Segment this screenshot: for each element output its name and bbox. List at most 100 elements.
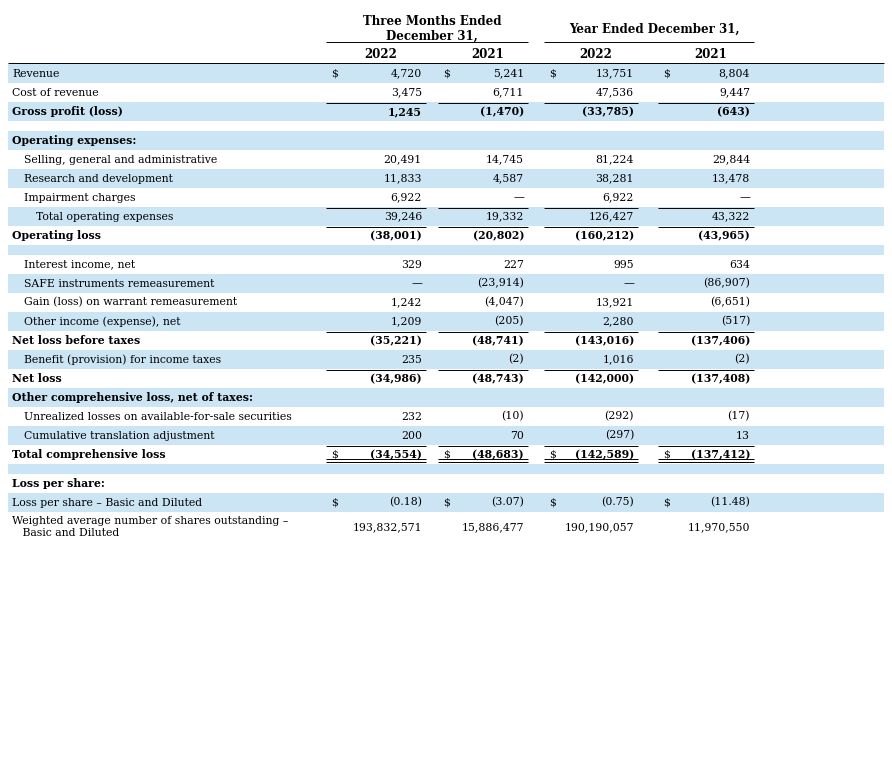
- Text: Net loss: Net loss: [12, 373, 62, 384]
- Text: (33,785): (33,785): [582, 106, 634, 117]
- Text: —: —: [624, 278, 634, 289]
- Bar: [8, 512, 884, 542]
- Text: (137,408): (137,408): [690, 373, 750, 384]
- Text: $: $: [549, 68, 556, 78]
- Text: Research and development: Research and development: [24, 173, 173, 183]
- Text: —: —: [513, 193, 524, 202]
- Text: Interest income, net: Interest income, net: [24, 260, 135, 270]
- Bar: [8, 369, 884, 388]
- Text: (48,683): (48,683): [473, 449, 524, 460]
- Text: 11,970,550: 11,970,550: [688, 522, 750, 532]
- Text: $: $: [443, 68, 450, 78]
- Text: 190,190,057: 190,190,057: [565, 522, 634, 532]
- Text: (20,802): (20,802): [473, 230, 524, 241]
- Text: (142,589): (142,589): [574, 449, 634, 460]
- Bar: [8, 464, 884, 474]
- Bar: [8, 188, 884, 207]
- Text: 81,224: 81,224: [596, 154, 634, 165]
- Text: 9,447: 9,447: [719, 88, 750, 97]
- Text: 38,281: 38,281: [596, 173, 634, 183]
- Text: 11,833: 11,833: [384, 173, 422, 183]
- Text: $: $: [663, 498, 670, 507]
- Text: (35,221): (35,221): [370, 335, 422, 346]
- Text: 8,804: 8,804: [719, 68, 750, 78]
- Text: Other income (expense), net: Other income (expense), net: [24, 316, 180, 327]
- Text: 200: 200: [401, 430, 422, 441]
- Text: 235: 235: [401, 354, 422, 365]
- Text: (2): (2): [734, 354, 750, 365]
- Text: Cost of revenue: Cost of revenue: [12, 88, 99, 97]
- Text: Operating expenses:: Operating expenses:: [12, 135, 136, 146]
- Text: (43,965): (43,965): [698, 230, 750, 241]
- Text: 634: 634: [729, 260, 750, 270]
- Text: (2): (2): [508, 354, 524, 365]
- Bar: [8, 474, 884, 493]
- Text: (10): (10): [501, 412, 524, 422]
- Text: Net loss before taxes: Net loss before taxes: [12, 335, 140, 346]
- Text: Unrealized losses on available-for-sale securities: Unrealized losses on available-for-sale …: [24, 412, 292, 422]
- Text: Gain (loss) on warrant remeasurement: Gain (loss) on warrant remeasurement: [24, 297, 237, 307]
- Text: $: $: [443, 498, 450, 507]
- Text: (137,412): (137,412): [690, 449, 750, 460]
- Text: 1,016: 1,016: [602, 354, 634, 365]
- Text: 2022: 2022: [580, 48, 613, 60]
- Bar: [8, 245, 884, 255]
- Text: $: $: [549, 449, 556, 459]
- Text: Year Ended December 31,: Year Ended December 31,: [569, 23, 739, 35]
- Text: 43,322: 43,322: [712, 212, 750, 222]
- Text: (34,986): (34,986): [370, 373, 422, 384]
- Text: Selling, general and administrative: Selling, general and administrative: [24, 154, 218, 165]
- Bar: [8, 274, 884, 293]
- Text: (17): (17): [728, 412, 750, 422]
- Text: 39,246: 39,246: [384, 212, 422, 222]
- Bar: [8, 388, 884, 407]
- Bar: [8, 102, 884, 121]
- Text: 20,491: 20,491: [384, 154, 422, 165]
- Text: (137,406): (137,406): [690, 335, 750, 346]
- Bar: [8, 493, 884, 512]
- Text: SAFE instruments remeasurement: SAFE instruments remeasurement: [24, 278, 214, 289]
- Text: (4,047): (4,047): [484, 297, 524, 307]
- Text: 1,209: 1,209: [391, 317, 422, 326]
- Text: (86,907): (86,907): [703, 278, 750, 289]
- Text: 126,427: 126,427: [589, 212, 634, 222]
- Text: (0.75): (0.75): [601, 497, 634, 508]
- Bar: [8, 64, 884, 83]
- Bar: [8, 350, 884, 369]
- Text: Benefit (provision) for income taxes: Benefit (provision) for income taxes: [24, 354, 221, 365]
- Text: Cumulative translation adjustment: Cumulative translation adjustment: [24, 430, 214, 441]
- Text: (3.07): (3.07): [491, 497, 524, 508]
- Text: (34,554): (34,554): [370, 449, 422, 460]
- Bar: [8, 169, 884, 188]
- Text: (6,651): (6,651): [710, 297, 750, 307]
- Text: 15,886,477: 15,886,477: [461, 522, 524, 532]
- Bar: [8, 407, 884, 426]
- Text: (643): (643): [717, 106, 750, 117]
- Text: Loss per share – Basic and Diluted: Loss per share – Basic and Diluted: [12, 498, 202, 507]
- Text: 2021: 2021: [695, 48, 727, 60]
- Text: Weighted average number of shares outstanding –
   Basic and Diluted: Weighted average number of shares outsta…: [12, 517, 288, 538]
- Text: Three Months Ended
December 31,: Three Months Ended December 31,: [363, 15, 501, 43]
- Text: 47,536: 47,536: [596, 88, 634, 97]
- Text: (23,914): (23,914): [477, 278, 524, 289]
- Text: 19,332: 19,332: [485, 212, 524, 222]
- Text: $: $: [663, 68, 670, 78]
- Text: (11.48): (11.48): [710, 497, 750, 508]
- Text: Total comprehensive loss: Total comprehensive loss: [12, 449, 166, 460]
- Text: (142,000): (142,000): [574, 373, 634, 384]
- Bar: [8, 331, 884, 350]
- Text: Revenue: Revenue: [12, 68, 60, 78]
- Bar: [8, 150, 884, 169]
- Text: 232: 232: [401, 412, 422, 422]
- Text: 70: 70: [510, 430, 524, 441]
- Bar: [8, 312, 884, 331]
- Bar: [8, 293, 884, 312]
- Text: (160,212): (160,212): [574, 230, 634, 241]
- Text: Operating loss: Operating loss: [12, 230, 101, 241]
- Text: (292): (292): [605, 412, 634, 422]
- Text: 13: 13: [736, 430, 750, 441]
- Bar: [8, 226, 884, 245]
- Text: 4,720: 4,720: [391, 68, 422, 78]
- Bar: [8, 121, 884, 131]
- Text: (143,016): (143,016): [574, 335, 634, 346]
